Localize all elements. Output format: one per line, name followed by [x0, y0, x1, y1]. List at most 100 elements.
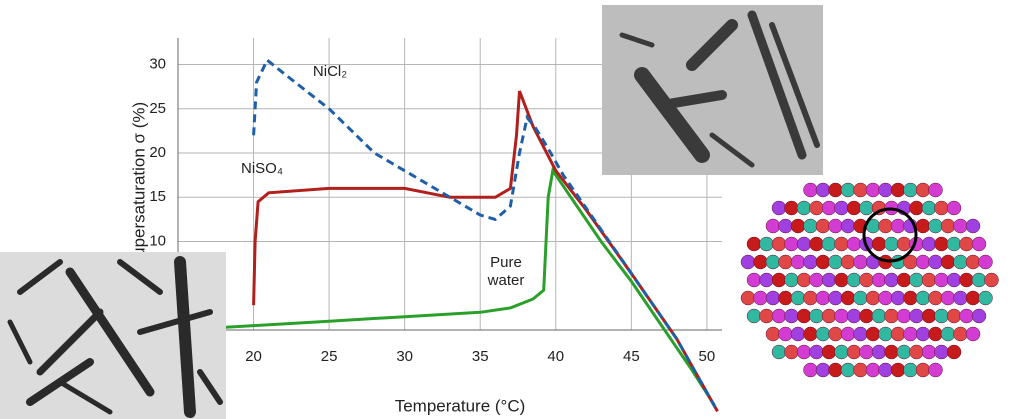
atom — [921, 236, 937, 252]
atom — [846, 272, 862, 288]
inset-crystal — [137, 309, 213, 335]
inset-crystal — [634, 67, 710, 163]
inset-crystal — [7, 319, 33, 365]
atom — [890, 362, 906, 378]
atom — [928, 326, 943, 342]
atom — [796, 272, 812, 288]
atom — [959, 236, 974, 252]
inset-crystal — [619, 32, 655, 48]
inset-image — [602, 5, 823, 175]
atom — [840, 218, 856, 234]
atom — [903, 182, 918, 198]
atom — [878, 326, 893, 342]
atom — [853, 290, 868, 306]
atom — [909, 308, 924, 324]
atom — [803, 362, 818, 378]
atom — [878, 290, 893, 306]
atom — [971, 236, 987, 252]
inset-crystal — [747, 10, 807, 160]
atom — [809, 344, 824, 360]
atom — [984, 272, 999, 288]
atom — [828, 290, 843, 306]
atom — [878, 182, 893, 198]
atom — [946, 344, 962, 360]
atom — [903, 362, 918, 378]
atom — [865, 362, 881, 378]
atom — [790, 326, 806, 342]
x-tick-label: 40 — [547, 348, 564, 365]
atom — [940, 218, 956, 234]
atom — [940, 254, 956, 270]
atom — [946, 272, 962, 288]
atom — [934, 308, 949, 324]
atom — [821, 308, 837, 324]
atom — [771, 308, 787, 324]
atom — [946, 308, 962, 324]
atom — [765, 290, 781, 306]
atom — [815, 218, 831, 234]
atom — [809, 272, 824, 288]
atom — [796, 236, 812, 252]
atom — [796, 308, 812, 324]
atom — [978, 254, 993, 270]
atom — [928, 254, 943, 270]
atom — [778, 254, 793, 270]
atom — [815, 254, 831, 270]
atom — [840, 254, 856, 270]
atom — [896, 236, 912, 252]
x-tick-label: 30 — [396, 348, 413, 365]
atom — [821, 344, 837, 360]
atom — [903, 326, 918, 342]
x-tick-label: 20 — [245, 348, 262, 365]
atom — [746, 272, 762, 288]
atom — [796, 344, 812, 360]
atom — [890, 326, 906, 342]
atom — [884, 344, 899, 360]
atom — [815, 182, 831, 198]
atom — [890, 218, 906, 234]
atom — [934, 344, 949, 360]
atom — [840, 290, 856, 306]
atom — [909, 344, 924, 360]
atom — [834, 200, 849, 216]
atom — [784, 308, 799, 324]
atom — [871, 272, 887, 288]
inset-crystal — [769, 22, 820, 148]
atom — [915, 290, 931, 306]
atom — [896, 308, 912, 324]
atom — [871, 236, 887, 252]
atom — [821, 272, 837, 288]
y-axis-label: Supersaturation σ (%) — [129, 102, 148, 268]
atom — [965, 218, 981, 234]
atom — [859, 344, 874, 360]
inset-crystal — [117, 259, 163, 295]
atom — [915, 254, 931, 270]
atom — [959, 308, 974, 324]
atom — [784, 200, 799, 216]
y-tick-label: 10 — [149, 232, 166, 249]
inset-image — [0, 252, 226, 419]
atom — [840, 326, 856, 342]
atom — [896, 272, 912, 288]
atom — [915, 362, 931, 378]
y-tick-label: 30 — [149, 56, 166, 73]
atom — [803, 218, 818, 234]
atom — [890, 182, 906, 198]
atom — [971, 308, 987, 324]
molecular-cluster — [740, 182, 999, 378]
atom — [821, 236, 837, 252]
atom — [978, 290, 993, 306]
atom — [921, 200, 937, 216]
atom — [765, 326, 781, 342]
atom — [803, 326, 818, 342]
atom — [871, 344, 887, 360]
atom — [909, 272, 924, 288]
atom — [809, 236, 824, 252]
series-label: Pure water — [487, 254, 525, 289]
atom — [753, 254, 768, 270]
x-tick-label: 35 — [472, 348, 489, 365]
atom — [865, 326, 881, 342]
atom — [865, 290, 881, 306]
atom — [765, 254, 781, 270]
